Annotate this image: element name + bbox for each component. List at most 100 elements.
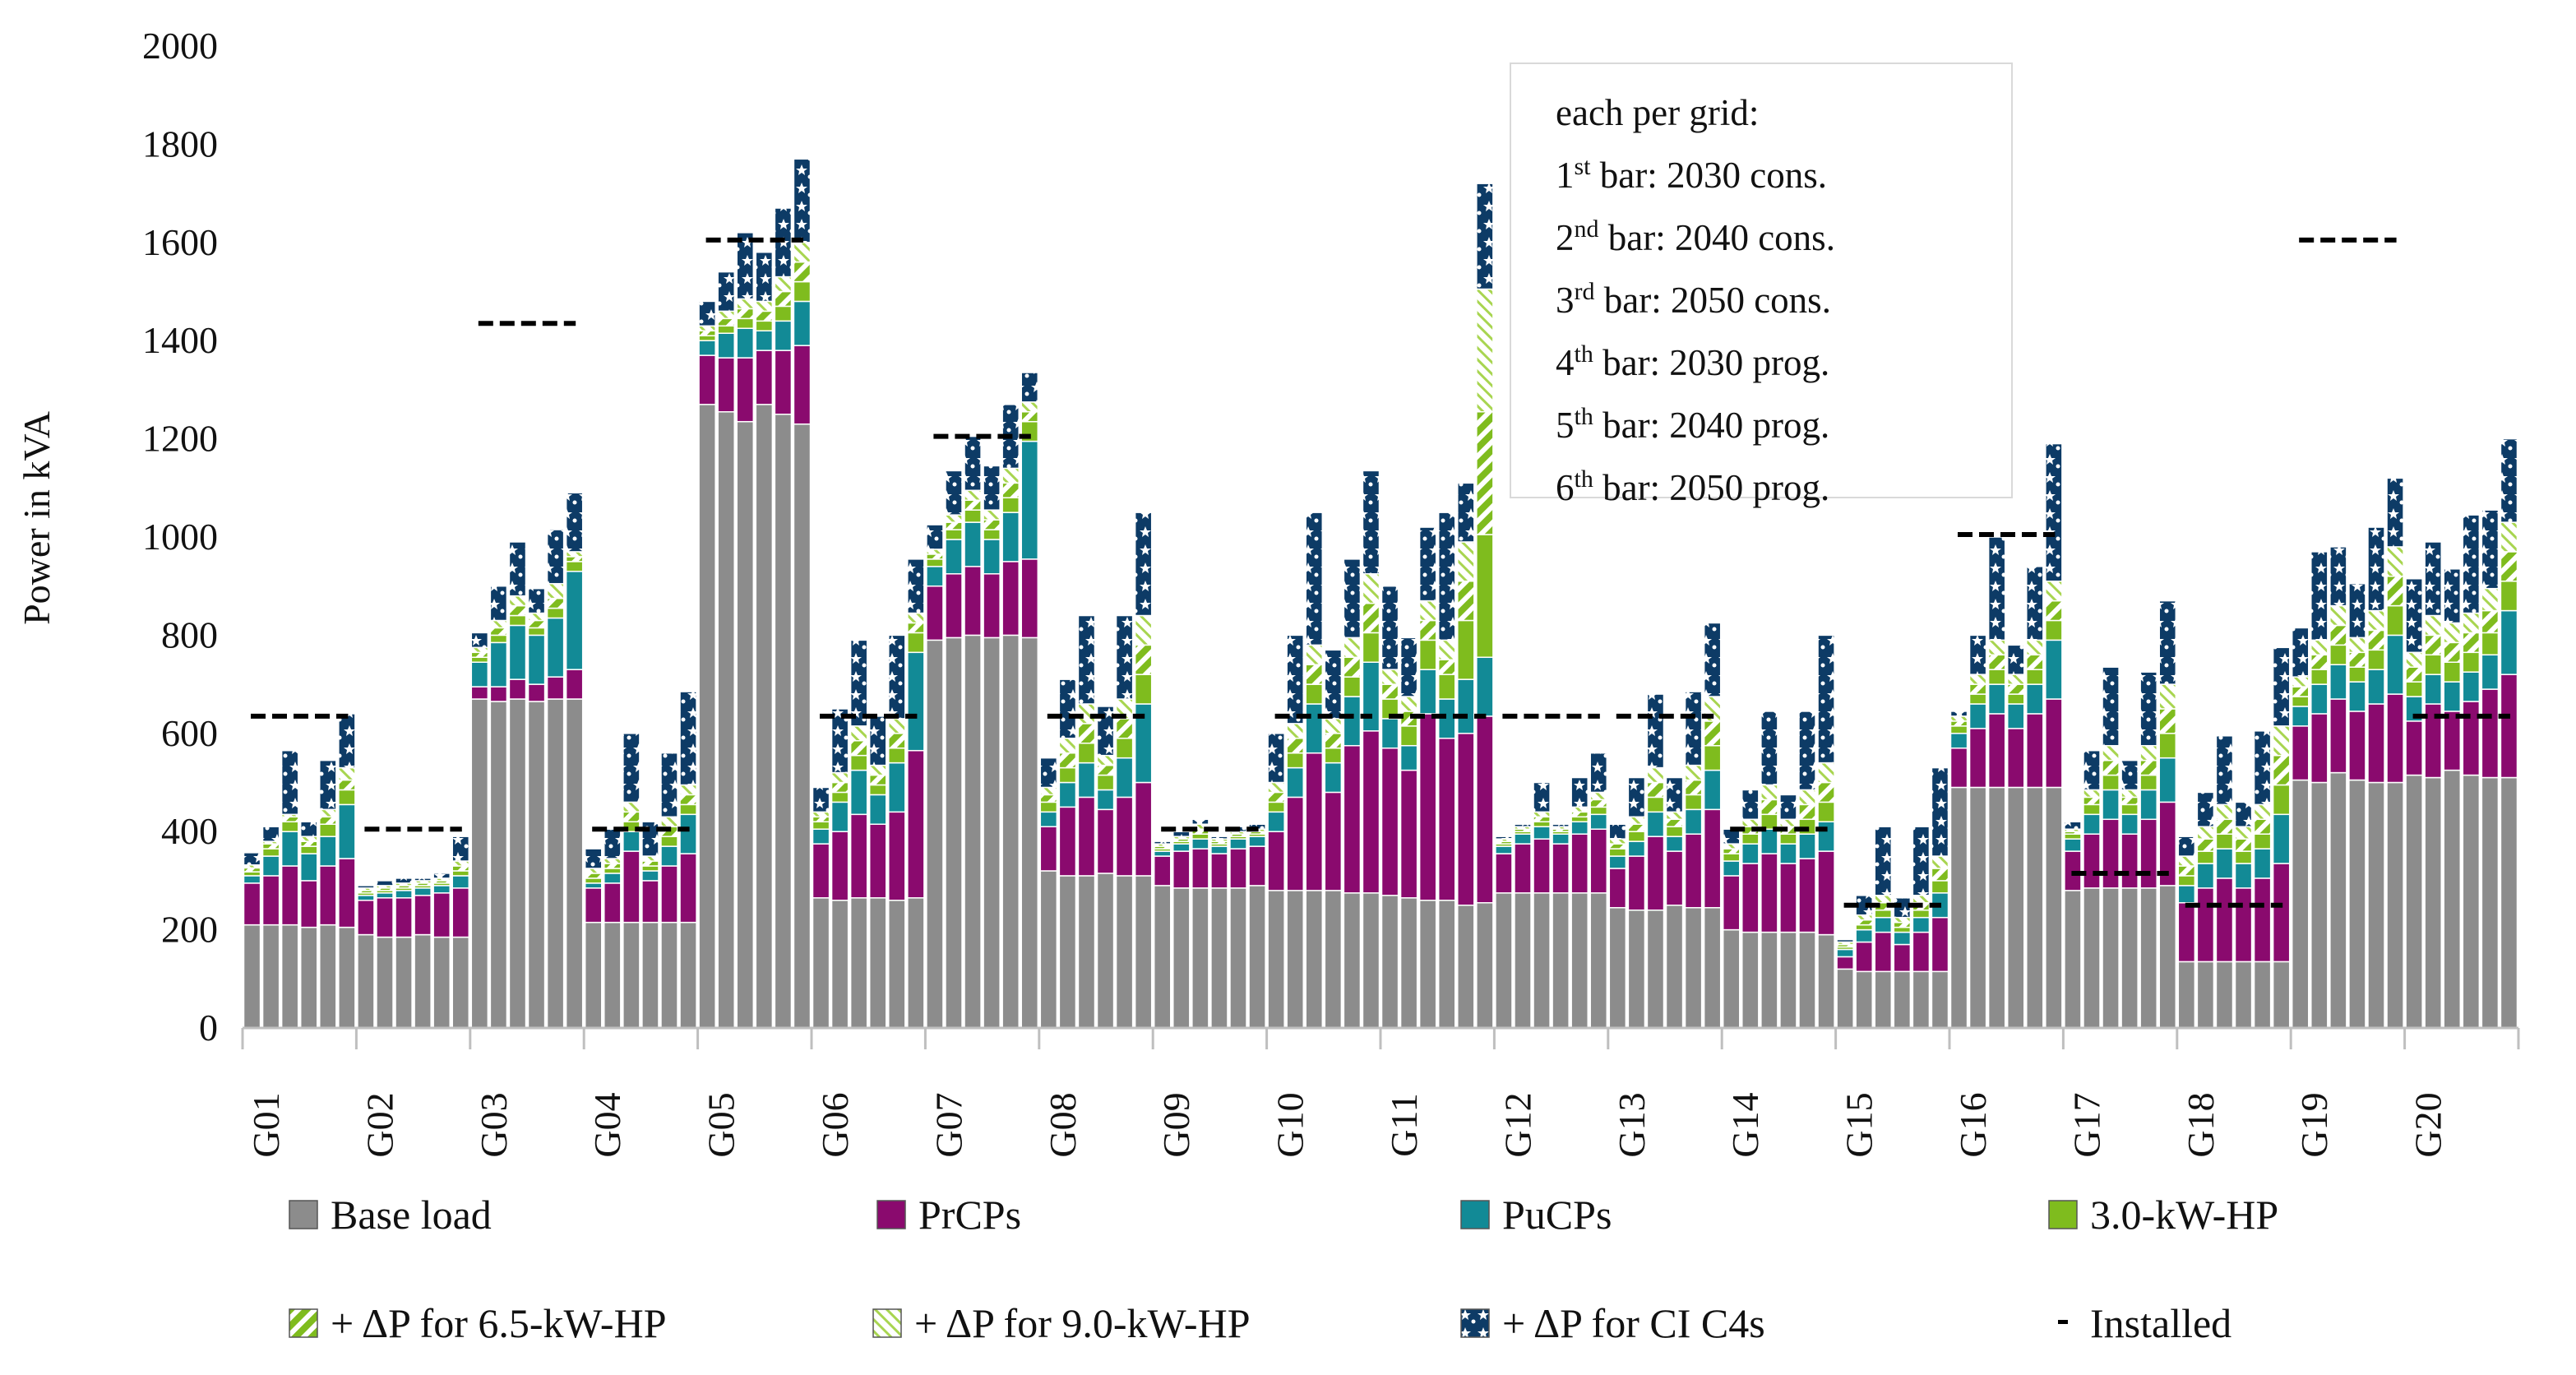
bar-segment-prcps: [755, 350, 774, 405]
bar-segment-dp-hp90: [451, 860, 470, 867]
bar-segment-dp-hp65: [2045, 600, 2063, 622]
bar-segment-prcps: [1570, 833, 1589, 894]
bar-segment-dp-ci-c4s: [1153, 840, 1172, 845]
bar-segment-prcps: [2196, 887, 2215, 963]
bar-segment-dp-ci-c4s: [1191, 818, 1209, 825]
bar-segment-base-load: [451, 936, 470, 1029]
bar-segment-hp30: [2196, 850, 2215, 864]
bar-segment-prcps: [1665, 850, 1684, 906]
x-tick-label: G11: [1383, 1093, 1425, 1157]
bar-segment-pucps: [660, 845, 678, 867]
bar-segment-dp-ci-c4s: [2102, 666, 2120, 747]
bar-segment-dp-ci-c4s: [2424, 541, 2442, 617]
bar-segment-dp-hp90: [2083, 789, 2101, 799]
bar-segment-pucps: [1798, 833, 1816, 859]
bar-segment-dp-hp65: [2177, 865, 2196, 877]
bar-segment-prcps: [299, 880, 318, 928]
bar-segment-dp-hp65: [2026, 654, 2044, 670]
bar-segment-hp30: [2405, 681, 2423, 697]
bar-segment-pucps: [1077, 762, 1096, 799]
bar-segment-dp-hp65: [2329, 624, 2347, 646]
bar-segment-hp30: [1931, 880, 1949, 894]
bar-segment-pucps: [964, 521, 982, 567]
bar-segment-hp30: [1058, 766, 1077, 784]
bar-segment-prcps: [1399, 769, 1418, 899]
bar-segment-base-load: [1229, 887, 1247, 1029]
bar-segment-base-load: [1987, 786, 2006, 1029]
bar-segment-pucps: [1684, 808, 1703, 835]
bar-segment-prcps: [641, 880, 659, 924]
bar-segment-dp-hp65: [2291, 686, 2310, 697]
bar-segment-hp30: [2026, 669, 2044, 685]
bar-segment-dp-ci-c4s: [1134, 512, 1153, 617]
bar-segment-base-load: [2196, 961, 2215, 1029]
bar-segment-dp-hp90: [622, 801, 641, 813]
bar-segment-dp-hp90: [2481, 587, 2500, 612]
bar-segment-dp-hp90: [1893, 916, 1912, 924]
bar-segment-prcps: [774, 350, 793, 415]
x-tick-label: G15: [1838, 1092, 1880, 1157]
bar-segment-hp30: [1457, 619, 1475, 680]
bar-segment-dp-ci-c4s: [451, 836, 470, 862]
bar-segment-dp-hp65: [1798, 803, 1816, 821]
bar-segment-prcps: [1779, 863, 1797, 933]
chart: 0 200 400 600 800 1000 1200 1400 1600 1800 2000 Po…: [16, 25, 2520, 1158]
bar-segment-dp-ci-c4s: [2329, 546, 2347, 607]
bar-segment-dp-ci-c4s: [1836, 938, 1854, 943]
bar-segment-dp-hp65: [1380, 683, 1399, 700]
bar-segment-dp-hp90: [1760, 784, 1778, 801]
bar-segment-dp-hp65: [1418, 619, 1437, 641]
bar-segment-pucps: [1172, 843, 1191, 852]
bar-segment-pucps: [2120, 813, 2139, 835]
bar-segment-hp30: [2367, 649, 2385, 670]
bar-segment-dp-hp65: [1457, 580, 1475, 622]
bar-segment-dp-ci-c4s: [2215, 735, 2234, 806]
bar-segment-base-load: [888, 900, 906, 1029]
info-line: 6th bar: 2050 prog.: [1556, 465, 1830, 508]
bar-segment-pucps: [432, 885, 451, 894]
bar-segment-prcps: [1949, 747, 1968, 789]
bar-segment-prcps: [1437, 738, 1456, 901]
bar-segment-base-load: [395, 936, 413, 1029]
bar-segment-dp-hp90: [1570, 806, 1589, 813]
bar-segment-hp30: [945, 529, 963, 540]
bar-segment-pucps: [2462, 671, 2481, 702]
y-tick-label: 200: [161, 909, 218, 951]
bar-segment-prcps: [2253, 877, 2272, 963]
bar-segment-dp-ci-c4s: [1646, 693, 1665, 769]
bar-segment-dp-hp90: [2310, 639, 2329, 656]
bar-segment-pucps: [1741, 843, 1760, 864]
bar-segment-dp-ci-c4s: [717, 271, 735, 312]
bar-segment-dp-hp90: [1646, 766, 1665, 784]
bar-segment-pucps: [451, 875, 470, 889]
bar-segment-hp30: [1779, 833, 1797, 845]
bar-segment-dp-ci-c4s: [565, 492, 584, 553]
x-tick-label: G04: [586, 1092, 628, 1157]
bar-segment-prcps: [584, 887, 603, 924]
bar-segment-base-load: [1457, 905, 1475, 1029]
bar-segment-dp-ci-c4s: [1608, 823, 1627, 840]
bar-segment-dp-ci-c4s: [755, 251, 774, 303]
bar-segment-hp30: [2234, 850, 2253, 864]
bar-segment-hp30: [1399, 725, 1418, 747]
bar-segment-prcps: [926, 585, 944, 641]
bar-segment-dp-ci-c4s: [338, 713, 356, 769]
bar-segment-dp-hp90: [489, 619, 508, 629]
bar-segment-pucps: [1115, 757, 1134, 799]
bar-segment-dp-hp90: [1001, 467, 1020, 484]
bar-segment-dp-ci-c4s: [1798, 711, 1816, 791]
bar-segment-dp-hp90: [1134, 614, 1153, 646]
bar-segment-prcps: [432, 892, 451, 938]
bar-segment-prcps: [622, 850, 641, 924]
bar-segment-pucps: [280, 831, 299, 867]
info-line: 2nd bar: 2040 cons.: [1556, 215, 1835, 258]
bar-segment-hp30: [641, 865, 659, 872]
legend-label: PrCPs: [918, 1192, 1022, 1238]
bar-segment-dp-hp90: [1912, 895, 1931, 904]
bar-segment-dp-hp90: [546, 582, 565, 600]
y-tick-label: 1600: [142, 221, 218, 263]
bar-segment-dp-hp90: [1380, 669, 1399, 685]
bar-segment-pucps: [2064, 838, 2082, 852]
bar-segment-dp-hp65: [1286, 738, 1304, 754]
bar-segment-prcps: [2367, 703, 2385, 784]
